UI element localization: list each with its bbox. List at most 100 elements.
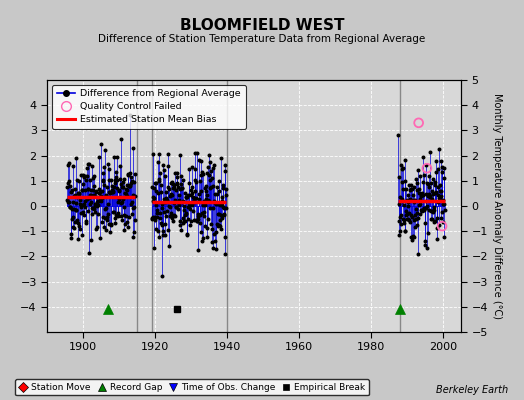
Point xyxy=(180,190,189,196)
Point xyxy=(187,192,195,198)
Point xyxy=(72,207,80,213)
Point xyxy=(128,199,136,206)
Point xyxy=(424,173,433,180)
Point xyxy=(107,188,116,194)
Point xyxy=(101,206,110,212)
Point xyxy=(157,182,165,188)
Point xyxy=(148,215,156,222)
Point xyxy=(109,189,117,196)
Point xyxy=(157,200,166,207)
Point xyxy=(191,177,200,184)
Point xyxy=(78,232,86,238)
Point xyxy=(151,180,159,186)
Point xyxy=(177,226,185,233)
Point xyxy=(80,187,89,193)
Point xyxy=(428,216,436,222)
Point xyxy=(84,161,93,168)
Point xyxy=(115,176,124,183)
Point xyxy=(412,176,420,183)
Point xyxy=(113,185,121,192)
Point xyxy=(407,212,416,218)
Point xyxy=(401,228,410,234)
Point xyxy=(190,198,199,205)
Point xyxy=(405,182,413,188)
Point xyxy=(420,242,429,248)
Point xyxy=(97,141,105,148)
Point xyxy=(156,210,164,216)
Point xyxy=(65,160,73,166)
Point xyxy=(107,222,115,229)
Point xyxy=(402,208,411,214)
Point xyxy=(86,192,94,198)
Point xyxy=(206,184,215,191)
Point xyxy=(106,190,114,196)
Point xyxy=(64,161,72,168)
Point xyxy=(92,194,101,200)
Point xyxy=(197,158,205,164)
Point xyxy=(158,205,167,211)
Point xyxy=(95,188,104,195)
Point xyxy=(412,210,421,216)
Point xyxy=(395,232,403,238)
Point xyxy=(187,218,195,224)
Point xyxy=(217,226,225,232)
Point xyxy=(174,206,182,212)
Point xyxy=(154,228,162,234)
Point xyxy=(91,202,100,209)
Point xyxy=(220,211,228,218)
Point xyxy=(94,211,102,218)
Point xyxy=(186,206,194,212)
Point xyxy=(130,171,139,177)
Point xyxy=(174,192,183,198)
Point xyxy=(397,212,405,218)
Point xyxy=(89,174,97,181)
Point xyxy=(204,172,213,179)
Point xyxy=(69,162,78,169)
Point xyxy=(171,212,180,219)
Point xyxy=(93,201,102,208)
Point xyxy=(191,150,200,156)
Point xyxy=(214,177,223,184)
Point xyxy=(191,166,199,172)
Point xyxy=(424,230,432,236)
Point xyxy=(438,223,446,229)
Point xyxy=(126,182,134,188)
Point xyxy=(129,234,138,240)
Point xyxy=(213,211,222,217)
Point xyxy=(157,220,166,226)
Point xyxy=(99,178,107,184)
Point xyxy=(195,191,203,198)
Point xyxy=(103,161,112,167)
Point xyxy=(398,196,407,202)
Point xyxy=(92,188,101,195)
Point xyxy=(84,186,92,193)
Point xyxy=(210,162,219,168)
Point xyxy=(110,184,118,190)
Point xyxy=(199,202,207,208)
Point xyxy=(424,181,432,188)
Point xyxy=(192,195,201,201)
Point xyxy=(155,234,163,240)
Point xyxy=(84,195,93,201)
Point xyxy=(411,197,420,203)
Point xyxy=(204,164,212,170)
Point xyxy=(432,189,440,195)
Point xyxy=(195,178,204,184)
Point xyxy=(423,193,432,199)
Point xyxy=(85,176,94,183)
Point xyxy=(396,194,404,200)
Point xyxy=(96,235,104,242)
Point xyxy=(407,182,415,188)
Point xyxy=(165,186,173,192)
Point xyxy=(192,149,201,156)
Point xyxy=(183,231,192,237)
Point xyxy=(182,194,190,200)
Point xyxy=(77,209,85,216)
Point xyxy=(72,200,80,207)
Point xyxy=(208,175,216,182)
Point xyxy=(150,245,158,251)
Point xyxy=(83,172,91,179)
Point xyxy=(155,176,163,182)
Point xyxy=(423,165,431,171)
Point xyxy=(75,196,84,203)
